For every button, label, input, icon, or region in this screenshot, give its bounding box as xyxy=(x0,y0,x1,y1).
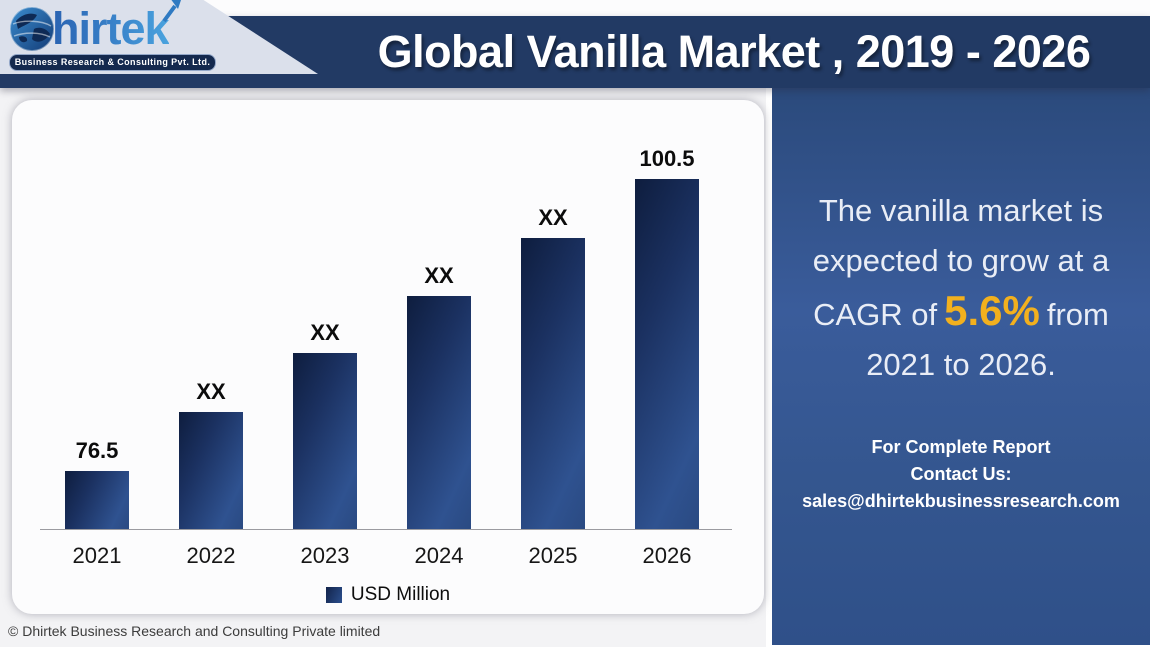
x-axis-labels: 2021 2022 2023 2024 2025 2026 xyxy=(40,543,724,569)
legend-label: USD Million xyxy=(350,584,451,605)
legend: USD Million xyxy=(12,584,764,606)
cagr-value: 5.6% xyxy=(944,287,1040,334)
header: Global Vanilla Market , 2019 - 2026 xyxy=(0,0,1150,88)
contact-line-1: For Complete Report xyxy=(871,437,1051,457)
insight-text: The vanilla market is expected to grow a… xyxy=(780,186,1142,390)
bar-value-label-2026: 100.5 xyxy=(639,146,695,171)
bar-2026 xyxy=(635,179,699,529)
bar-value-label-2021: 76.5 xyxy=(75,438,119,463)
logo-tagline: Business Research & Consulting Pvt. Ltd. xyxy=(9,54,216,71)
growth-arrow-icon xyxy=(161,0,182,23)
chart-card: 76.5 XX XX XX XX 100.5 2021 2022 2023 2024 2025 20… xyxy=(12,100,764,614)
cagr-prefix: CAGR of xyxy=(813,297,938,332)
x-tick-2021: 2021 xyxy=(72,543,122,568)
bar-value-label-2022: XX xyxy=(196,379,226,404)
bar-column-2024: XX xyxy=(382,263,496,529)
brand-name: hirtek xyxy=(52,3,170,54)
bar-column-2021: 76.5 xyxy=(40,438,154,529)
bar-column-2022: XX xyxy=(154,379,268,529)
bar-2021 xyxy=(65,471,129,529)
bar-value-label-2024: XX xyxy=(424,263,454,288)
x-tick-2025: 2025 xyxy=(528,543,578,568)
contact-line-2: Contact Us: xyxy=(910,464,1012,484)
bar-column-2026: 100.5 xyxy=(610,146,724,529)
x-tick-2026: 2026 xyxy=(642,543,692,568)
bar-2024 xyxy=(407,296,471,529)
bar-2022 xyxy=(179,412,243,529)
bar-value-label-2025: XX xyxy=(538,205,568,230)
cagr-suffix: from xyxy=(1046,297,1109,332)
insight-line-2: expected to grow at a xyxy=(812,243,1110,278)
page-title: Global Vanilla Market , 2019 - 2026 xyxy=(377,26,1091,77)
x-tick-2023: 2023 xyxy=(300,543,350,568)
x-axis-line xyxy=(40,529,732,530)
bar-chart: 76.5 XX XX XX XX 100.5 xyxy=(40,137,724,529)
bar-2023 xyxy=(293,353,357,529)
insight-line-1: The vanilla market is xyxy=(818,193,1104,228)
copyright-text: © Dhirtek Business Research and Consulti… xyxy=(8,623,381,639)
x-tick-2024: 2024 xyxy=(414,543,464,568)
bar-column-2023: XX xyxy=(268,320,382,529)
bar-column-2025: XX xyxy=(496,205,610,529)
contact-email[interactable]: sales@dhirtekbusinessresearch.com xyxy=(802,491,1120,511)
bar-2025 xyxy=(521,238,585,529)
globe-icon xyxy=(9,6,55,52)
bar-value-label-2023: XX xyxy=(310,320,340,345)
brand-logo: hirtek Business Research & Consulting Pv… xyxy=(9,0,216,71)
x-tick-2022: 2022 xyxy=(186,543,236,568)
insight-line-4: 2021 to 2026. xyxy=(866,347,1056,382)
contact-block: For Complete Report Contact Us: sales@dh… xyxy=(772,434,1150,515)
insight-panel: The vanilla market is expected to grow a… xyxy=(772,88,1150,645)
insight-line-3: CAGR of 5.6% from xyxy=(780,286,1142,340)
legend-swatch xyxy=(325,587,342,603)
